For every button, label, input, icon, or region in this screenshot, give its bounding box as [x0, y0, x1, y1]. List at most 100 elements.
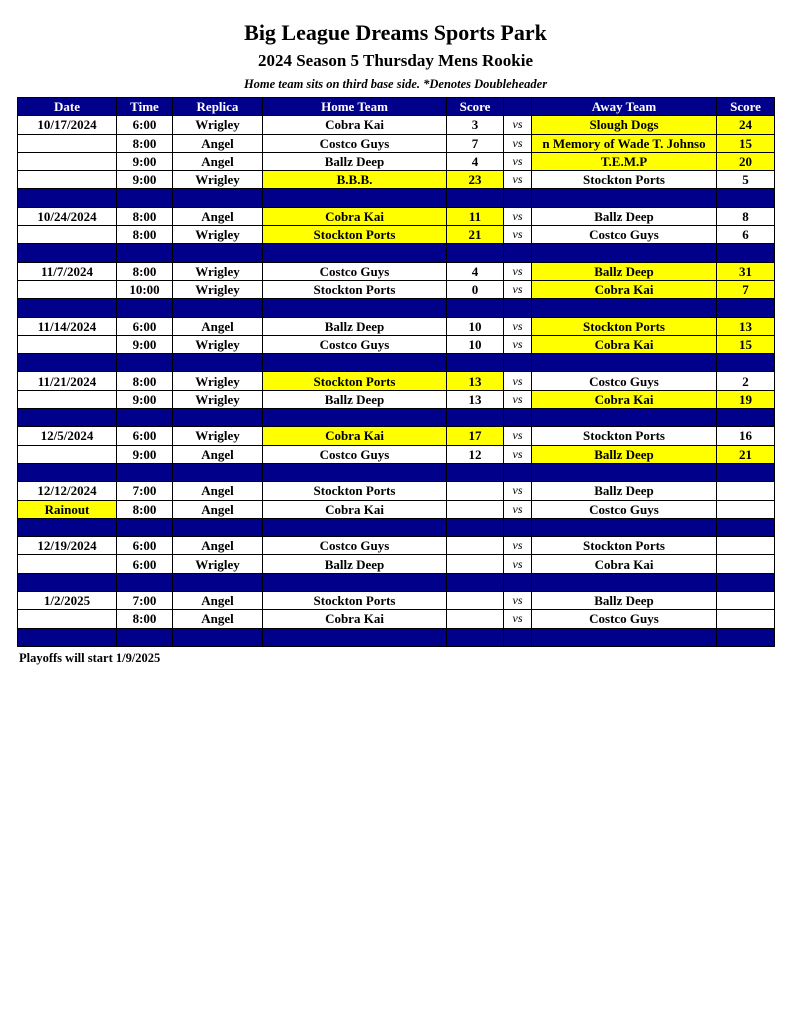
time-cell: 9:00 [116, 170, 173, 190]
separator-cell [262, 627, 447, 647]
date-cell [17, 170, 117, 190]
home-score-cell: 12 [446, 444, 504, 464]
away-team-cell: Costco Guys [531, 609, 717, 629]
away-team-cell: Slough Dogs [531, 115, 717, 135]
replica-cell: Angel [172, 499, 263, 519]
time-cell: 8:00 [116, 499, 173, 519]
vs-cell: vs [503, 554, 532, 574]
separator-row [17, 572, 775, 593]
table-row: 11/14/2024 6:00 Angel Ballz Deep 10 vs Stockto… [17, 316, 775, 336]
separator-cell [716, 298, 775, 318]
footer-note: Playoffs will start 1/9/2025 [19, 651, 161, 665]
away-score-cell: 8 [716, 206, 775, 227]
separator-cell [17, 627, 117, 647]
vs-cell: vs [503, 279, 532, 300]
replica-cell: Wrigley [172, 371, 263, 391]
separator-cell [262, 353, 447, 373]
separator-cell [531, 408, 717, 428]
time-cell: 10:00 [116, 279, 173, 300]
date-cell [17, 609, 117, 629]
replica-cell: Angel [172, 206, 263, 227]
separator-row [17, 298, 775, 318]
away-score-cell: 13 [716, 316, 775, 336]
col-away-score: Score [716, 96, 775, 117]
home-team-cell: Costco Guys [262, 444, 447, 464]
home-team-cell: Ballz Deep [262, 151, 447, 172]
separator-cell [716, 462, 775, 483]
home-team-cell: Cobra Kai [262, 206, 447, 227]
separator-cell [531, 353, 717, 373]
away-score-cell: 31 [716, 261, 775, 281]
home-score-cell: 13 [446, 389, 504, 410]
date-cell: 1/2/2025 [17, 591, 117, 611]
home-score-cell: 13 [446, 371, 504, 391]
separator-cell [172, 572, 263, 593]
separator-cell [503, 627, 532, 647]
separator-cell [531, 462, 717, 483]
away-team-cell: Costco Guys [531, 499, 717, 519]
date-cell [17, 554, 117, 574]
date-cell: 11/21/2024 [17, 371, 117, 391]
vs-cell: vs [503, 371, 532, 391]
away-team-cell: Cobra Kai [531, 554, 717, 574]
col-vs [503, 96, 532, 117]
separator-cell [17, 353, 117, 373]
home-team-cell: Cobra Kai [262, 426, 447, 446]
replica-cell: Angel [172, 536, 263, 556]
separator-cell [716, 408, 775, 428]
time-cell: 8:00 [116, 133, 173, 153]
separator-cell [172, 188, 263, 208]
date-cell [17, 133, 117, 153]
separator-cell [503, 188, 532, 208]
away-team-cell: Stockton Ports [531, 316, 717, 336]
away-score-cell [716, 609, 775, 629]
away-score-cell: 15 [716, 133, 775, 153]
time-cell: 8:00 [116, 371, 173, 391]
vs-cell: vs [503, 225, 532, 245]
separator-cell [531, 188, 717, 208]
time-cell: 6:00 [116, 316, 173, 336]
home-team-cell: Costco Guys [262, 334, 447, 355]
replica-cell: Angel [172, 591, 263, 611]
table-row: 9:00 Angel Ballz Deep 4 vs T.E.M.P 20 [17, 151, 775, 172]
home-score-cell: 23 [446, 170, 504, 190]
away-score-cell: 15 [716, 334, 775, 355]
separator-cell [262, 572, 447, 593]
separator-cell [531, 517, 717, 538]
replica-cell: Wrigley [172, 389, 263, 410]
home-team-cell: B.B.B. [262, 170, 447, 190]
home-score-cell: 11 [446, 206, 504, 227]
away-team-cell: Ballz Deep [531, 591, 717, 611]
vs-cell: vs [503, 170, 532, 190]
time-cell: 9:00 [116, 151, 173, 172]
separator-cell [446, 408, 504, 428]
table-row: 8:00 Angel Cobra Kai vs Costco Guys [17, 609, 775, 629]
date-cell [17, 389, 117, 410]
separator-cell [116, 408, 173, 428]
home-team-cell: Costco Guys [262, 133, 447, 153]
away-score-cell: 5 [716, 170, 775, 190]
separator-cell [172, 462, 263, 483]
separator-cell [531, 298, 717, 318]
date-cell [17, 334, 117, 355]
home-team-cell: Ballz Deep [262, 389, 447, 410]
separator-cell [503, 243, 532, 263]
separator-cell [116, 298, 173, 318]
replica-cell: Wrigley [172, 170, 263, 190]
separator-cell [446, 353, 504, 373]
replica-cell: Angel [172, 481, 263, 501]
separator-cell [446, 298, 504, 318]
separator-cell [116, 572, 173, 593]
page-subtitle: 2024 Season 5 Thursday Mens Rookie [257, 51, 534, 70]
vs-cell: vs [503, 444, 532, 464]
separator-cell [531, 627, 717, 647]
away-score-cell: 2 [716, 371, 775, 391]
separator-cell [446, 462, 504, 483]
date-cell: 11/7/2024 [17, 261, 117, 281]
separator-row [17, 243, 775, 263]
vs-cell: vs [503, 334, 532, 355]
home-score-cell [446, 481, 504, 501]
date-cell [17, 151, 117, 172]
separator-cell [446, 572, 504, 593]
separator-cell [503, 408, 532, 428]
